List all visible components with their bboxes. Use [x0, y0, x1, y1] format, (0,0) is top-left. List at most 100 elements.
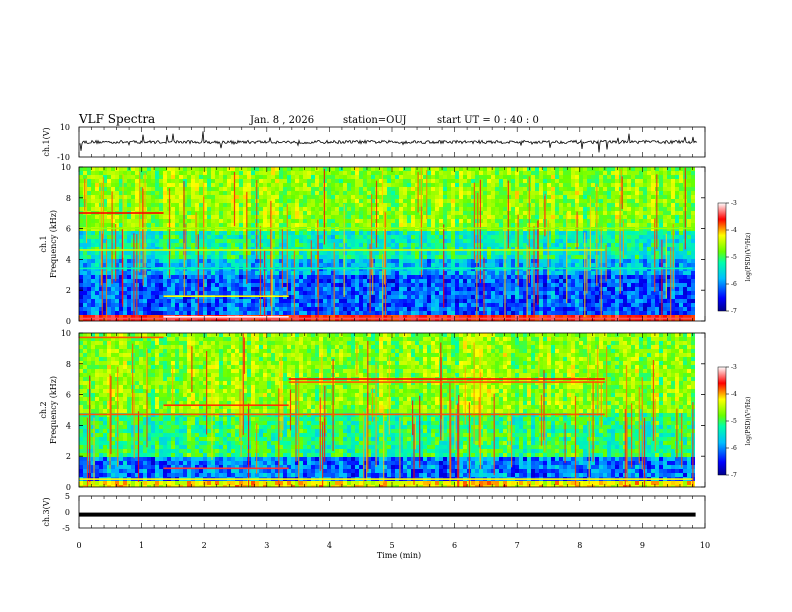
spec1-cell	[359, 271, 363, 275]
spec1-cell	[159, 195, 163, 199]
spec1-cell	[223, 175, 227, 179]
spec1-cell	[495, 199, 499, 203]
spec1-cell	[583, 167, 587, 171]
spec1-cell	[355, 291, 359, 295]
spec1-cell	[343, 307, 347, 311]
spec1-cell	[391, 319, 395, 321]
spec1-cell	[575, 291, 579, 295]
spec1-cell	[539, 235, 543, 239]
spec1-cell	[523, 263, 527, 267]
spec1-cell	[163, 259, 167, 263]
spec1-cell	[375, 287, 379, 291]
spec1-cell	[327, 263, 331, 267]
spec1-cell	[339, 231, 343, 235]
spec1-cell	[407, 187, 411, 191]
spec1-cell	[523, 255, 527, 259]
spec1-cell	[151, 283, 155, 287]
spec1-cell	[219, 235, 223, 239]
spec1-cell	[91, 223, 95, 227]
spec1-cell	[187, 255, 191, 259]
spec1-cell	[303, 191, 307, 195]
spec1-cell	[339, 207, 343, 211]
spec1-cell	[139, 171, 143, 175]
spec1-cell	[95, 247, 99, 251]
spec1-cell	[419, 295, 423, 299]
spec1-cell	[127, 259, 131, 263]
spec1-cell	[535, 231, 539, 235]
spec1-cell	[295, 171, 299, 175]
spec1-cell	[511, 251, 515, 255]
spec1-cell	[191, 255, 195, 259]
spec1-cell	[87, 207, 91, 211]
spec1-cell	[571, 283, 575, 287]
spec1-cell	[495, 263, 499, 267]
spec1-cell	[439, 207, 443, 211]
spec1-cell	[139, 183, 143, 187]
spec1-cell	[87, 271, 91, 275]
spec1-cell	[191, 171, 195, 175]
spec1-cell	[303, 179, 307, 183]
spec1-cell	[415, 215, 419, 219]
spec1-cell	[127, 191, 131, 195]
spec1-cell	[515, 291, 519, 295]
spec1-cell	[119, 303, 123, 307]
spec1-cell	[195, 191, 199, 195]
spec1-cell	[223, 167, 227, 171]
spec1-cell	[463, 291, 467, 295]
spec1-cell	[467, 247, 471, 251]
spec1-cell	[435, 179, 439, 183]
spec1-cell	[535, 219, 539, 223]
spec1-cell	[191, 187, 195, 191]
spec1-cell	[215, 291, 219, 295]
spec1-cell	[283, 235, 287, 239]
spec1-cell	[427, 191, 431, 195]
spec1-cell	[455, 171, 459, 175]
spec1-cell	[275, 215, 279, 219]
spec1-cell	[571, 231, 575, 235]
spec1-cell	[403, 283, 407, 287]
spec1-cell	[103, 215, 107, 219]
spec1-cell	[191, 211, 195, 215]
spec1-cell	[547, 223, 551, 227]
spec1-cell	[167, 179, 171, 183]
spec1-cell	[335, 259, 339, 263]
spec1-cell	[195, 275, 199, 279]
spec1-cell	[91, 303, 95, 307]
spec1-cell	[311, 215, 315, 219]
spec1-cell	[99, 291, 103, 295]
spec1-cell	[103, 239, 107, 243]
spec1-cell	[571, 319, 575, 321]
spec1-cell	[415, 195, 419, 199]
spec1-cell	[91, 171, 95, 175]
spec1-cell	[83, 275, 87, 279]
spec1-cell	[291, 207, 295, 211]
spec1-cell	[587, 239, 591, 243]
spec1-cell	[307, 195, 311, 199]
spec1-cell	[183, 223, 187, 227]
spec1-cell	[555, 207, 559, 211]
spec1-cell	[395, 287, 399, 291]
spec1-cell	[287, 259, 291, 263]
spec1-cell	[499, 175, 503, 179]
spec1-cell	[495, 255, 499, 259]
spec1-cell	[391, 167, 395, 171]
spec1-cell	[91, 195, 95, 199]
spec1-cell	[359, 255, 363, 259]
spec1-cell	[155, 219, 159, 223]
spec1-cell	[483, 275, 487, 279]
spec1-cell	[519, 275, 523, 279]
spec1-cell	[519, 259, 523, 263]
spec1-cell	[427, 315, 431, 319]
spec1-cell	[195, 219, 199, 223]
spec1-cell	[179, 243, 183, 247]
spec1-cell	[399, 215, 403, 219]
spec1-cell	[371, 235, 375, 239]
spec1-cell	[363, 171, 367, 175]
spec1-cell	[535, 207, 539, 211]
spec1-cell	[483, 219, 487, 223]
spec1-cell	[559, 187, 563, 191]
spec1-cell	[111, 171, 115, 175]
spec1-cell	[339, 315, 343, 319]
spec1-cell	[499, 199, 503, 203]
spec1-cell	[443, 295, 447, 299]
